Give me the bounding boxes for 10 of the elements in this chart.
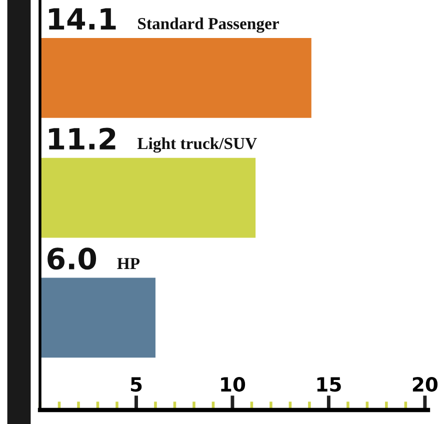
x-tick-label: 20 bbox=[412, 377, 438, 392]
x-tick-label: 10 bbox=[221, 377, 246, 392]
data-label: 11.2 bbox=[49, 128, 116, 150]
data-label: 14.1 bbox=[49, 8, 116, 30]
y-tick-label: HP bbox=[117, 258, 140, 269]
x-tick-label: 15 bbox=[317, 377, 341, 392]
y-tick-label: Standard Passenger bbox=[138, 18, 279, 33]
y-tick-label: Light truck/SUV bbox=[137, 137, 257, 153]
data-label: 6.0 bbox=[48, 248, 96, 270]
x-tick-label: 5 bbox=[130, 377, 142, 392]
